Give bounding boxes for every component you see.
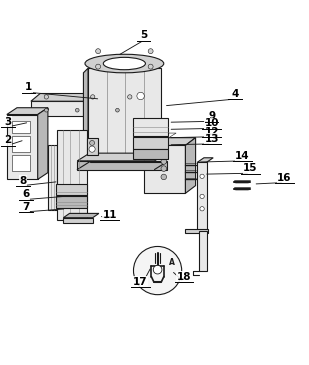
Text: 17: 17 [133, 277, 148, 287]
Bar [48, 145, 57, 210]
Text: 7: 7 [23, 202, 30, 212]
Circle shape [133, 246, 182, 295]
Polygon shape [7, 108, 48, 115]
Text: 1: 1 [25, 82, 32, 92]
Text: 12: 12 [205, 127, 219, 137]
Bar [7, 115, 38, 180]
Text: 14: 14 [235, 151, 250, 161]
Polygon shape [63, 214, 99, 218]
Polygon shape [77, 153, 167, 161]
Polygon shape [142, 93, 151, 116]
Bar [133, 149, 168, 160]
Text: 18: 18 [177, 272, 191, 282]
Bar [88, 68, 161, 158]
Circle shape [200, 194, 204, 199]
Bar [197, 162, 207, 232]
Ellipse shape [103, 57, 146, 70]
Circle shape [116, 108, 119, 112]
Circle shape [148, 49, 153, 54]
Bar [133, 137, 168, 149]
Circle shape [96, 49, 100, 54]
Circle shape [44, 95, 49, 99]
Text: 8: 8 [19, 176, 27, 185]
Polygon shape [197, 158, 213, 162]
Bar [144, 145, 185, 193]
Circle shape [137, 92, 144, 100]
Text: A: A [168, 258, 175, 267]
Circle shape [200, 174, 204, 178]
Polygon shape [154, 133, 176, 138]
Text: 13: 13 [205, 134, 219, 144]
Polygon shape [25, 109, 49, 115]
Bar [185, 229, 208, 234]
Text: 3: 3 [4, 117, 11, 127]
Circle shape [96, 64, 100, 69]
Circle shape [128, 95, 132, 99]
Circle shape [161, 166, 167, 172]
Bar [56, 184, 87, 195]
Text: 5: 5 [140, 30, 147, 41]
Bar [31, 101, 142, 116]
Ellipse shape [85, 54, 164, 73]
Circle shape [91, 95, 95, 99]
Circle shape [161, 174, 167, 180]
Circle shape [137, 129, 144, 137]
Polygon shape [144, 138, 196, 145]
Bar [87, 138, 98, 155]
Text: 15: 15 [243, 163, 257, 173]
Bar [57, 130, 87, 220]
Text: 2: 2 [4, 135, 11, 145]
Polygon shape [185, 138, 196, 193]
Polygon shape [38, 108, 48, 180]
Circle shape [161, 159, 167, 164]
Text: 4: 4 [231, 89, 239, 99]
Circle shape [89, 146, 95, 152]
Circle shape [90, 141, 95, 145]
Text: 9: 9 [208, 111, 215, 121]
Text: 6: 6 [23, 189, 30, 200]
Circle shape [200, 207, 204, 211]
Text: 10: 10 [205, 118, 219, 128]
Text: 11: 11 [103, 210, 117, 220]
Bar [56, 196, 87, 208]
Bar [77, 161, 167, 169]
Polygon shape [31, 93, 151, 101]
Bar [12, 135, 30, 151]
Circle shape [153, 265, 162, 274]
Circle shape [44, 108, 48, 112]
Circle shape [75, 108, 79, 112]
Bar [12, 121, 30, 133]
Bar [25, 115, 40, 122]
Circle shape [148, 64, 153, 69]
Circle shape [73, 198, 79, 204]
Bar [63, 218, 93, 223]
Bar [133, 118, 168, 136]
Bar [199, 231, 207, 270]
Polygon shape [83, 68, 88, 162]
Bar [12, 155, 30, 171]
Text: 16: 16 [277, 173, 291, 182]
